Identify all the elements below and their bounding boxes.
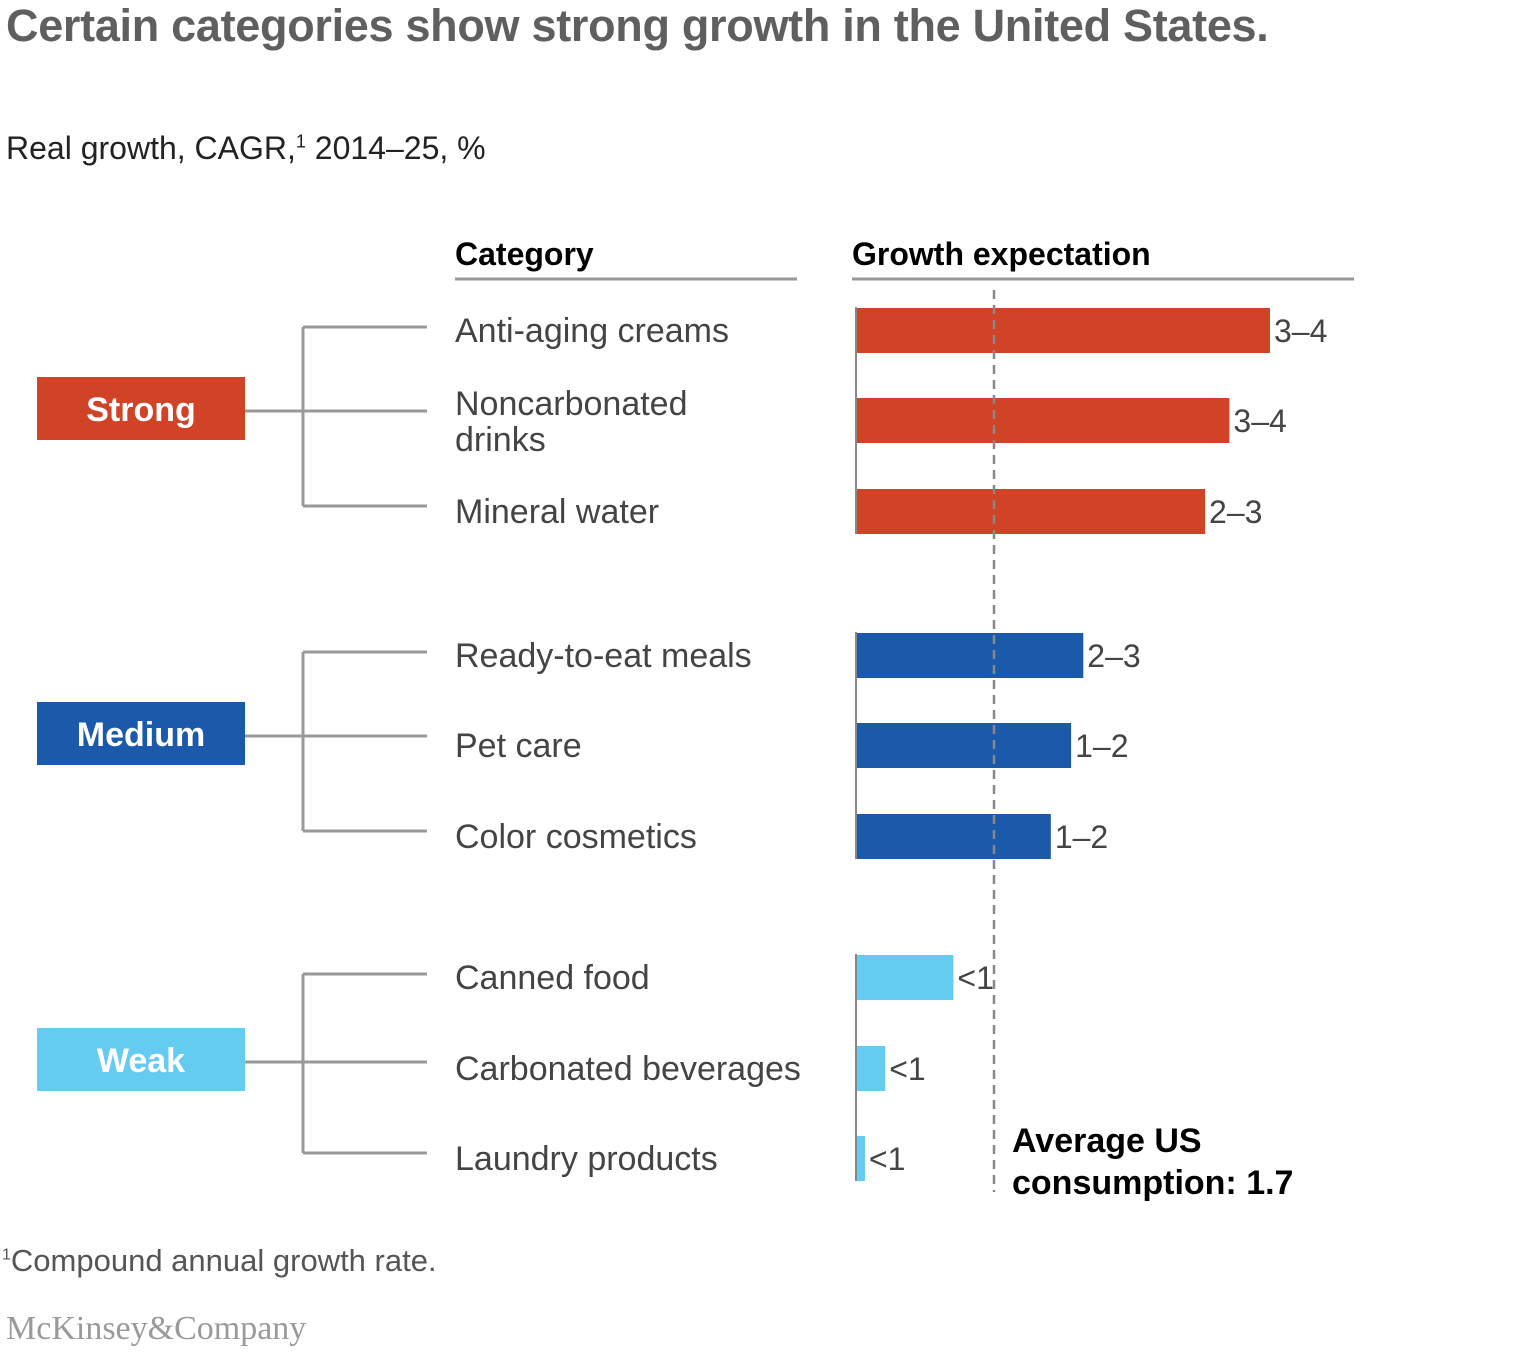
group-label: Medium	[77, 716, 205, 754]
average-label-line1: Average US	[1012, 1122, 1202, 1160]
bar	[856, 723, 1072, 768]
subtitle: Real growth, CAGR,1 2014–25, %	[6, 130, 486, 167]
group-label: Strong	[86, 391, 196, 429]
bar-value-label: 1–2	[1055, 819, 1108, 855]
footnote-text: Compound annual growth rate.	[10, 1243, 437, 1278]
page-title: Certain categories show strong growth in…	[6, 0, 1269, 51]
bar-value-label: <1	[957, 960, 993, 996]
subtitle-footnote-marker: 1	[295, 131, 306, 152]
bar	[856, 308, 1270, 353]
bar-value-label: 3–4	[1233, 403, 1286, 439]
category-label: Pet care	[455, 727, 582, 765]
bar-value-label: <1	[869, 1141, 905, 1177]
category-label: Laundry products	[455, 1140, 718, 1178]
subtitle-rest: 2014–25, %	[305, 130, 486, 166]
bar-value-label: 1–2	[1075, 728, 1128, 764]
category-label: Anti-aging creams	[455, 312, 729, 350]
footnote-marker: 1	[2, 1246, 11, 1264]
group-box-strong	[37, 377, 245, 440]
bar	[856, 489, 1206, 534]
footnote: 1Compound annual growth rate.	[2, 1243, 437, 1279]
category-header: Category	[455, 236, 594, 272]
category-label: drinks	[455, 421, 546, 459]
category-label: Noncarbonated	[455, 385, 688, 423]
bar-value-label: 3–4	[1274, 313, 1327, 349]
bar-value-label: 2–3	[1209, 494, 1262, 530]
category-label: Ready-to-eat meals	[455, 637, 752, 675]
mckinsey-logo: McKinsey&Company	[6, 1310, 307, 1347]
bar	[856, 633, 1084, 678]
bar	[856, 955, 954, 1000]
subtitle-text: Real growth, CAGR,	[6, 130, 296, 166]
group-box-medium	[37, 702, 245, 765]
category-label: Mineral water	[455, 493, 659, 531]
group-label: Weak	[97, 1042, 185, 1080]
bar	[856, 1046, 886, 1091]
average-label-line2: consumption: 1.7	[1012, 1164, 1293, 1202]
bar-value-label: <1	[889, 1051, 925, 1087]
bar	[856, 398, 1230, 443]
group-box-weak	[37, 1028, 245, 1091]
bar	[856, 1136, 865, 1181]
category-label: Color cosmetics	[455, 818, 697, 856]
growth-header: Growth expectation	[852, 236, 1151, 272]
bar	[856, 814, 1051, 859]
bar-value-label: 2–3	[1087, 638, 1140, 674]
category-label: Carbonated beverages	[455, 1050, 801, 1088]
category-label: Canned food	[455, 959, 650, 997]
